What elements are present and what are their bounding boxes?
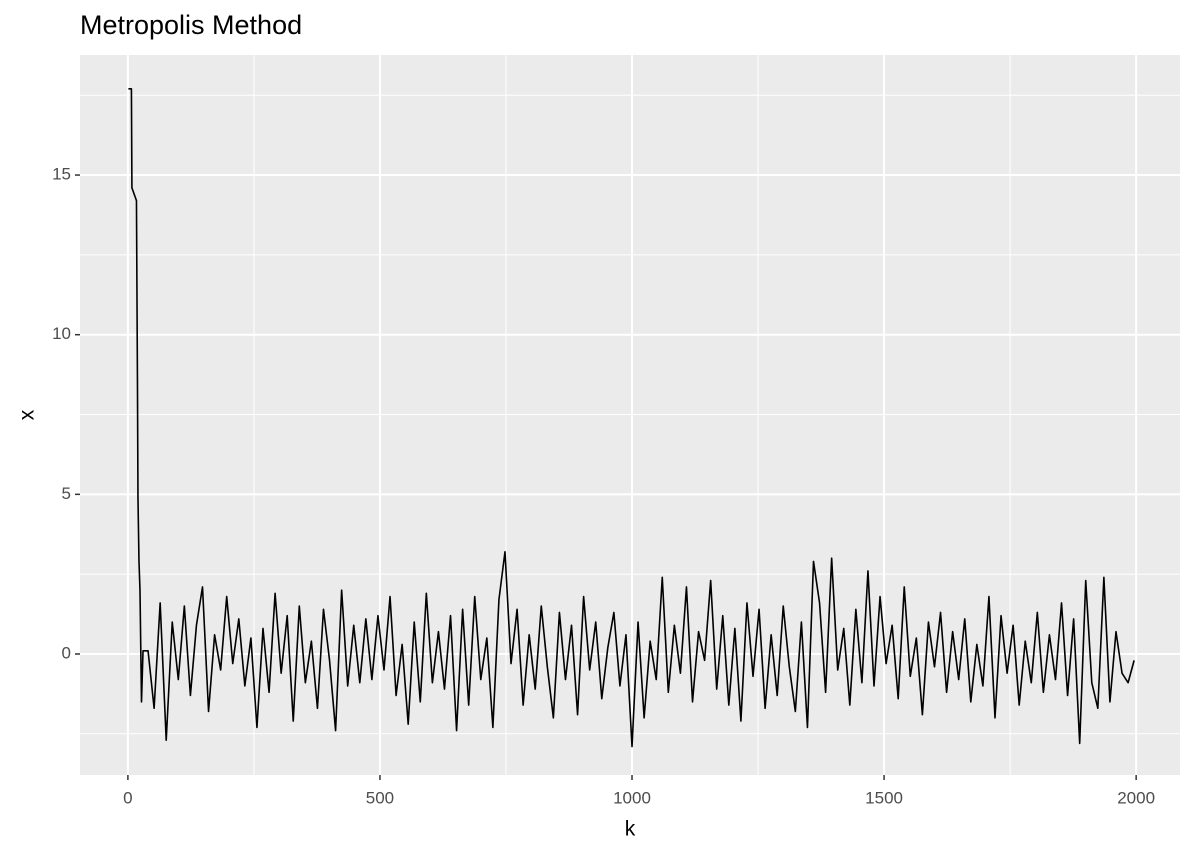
chart-title: Metropolis Method [80,10,302,40]
x-tick-label: 500 [366,788,394,807]
y-tick-label: 10 [52,324,71,343]
x-tick-label: 1500 [865,788,903,807]
y-tick-label: 5 [62,484,71,503]
y-tick-label: 15 [52,165,71,184]
y-axis-title: x [16,409,39,420]
x-tick-label: 0 [123,788,132,807]
data-line [128,88,1135,748]
y-tick-label: 0 [62,643,71,662]
x-axis-title: k [625,818,636,841]
x-tick-label: 2000 [1117,788,1155,807]
x-tick-label: 1000 [613,788,651,807]
